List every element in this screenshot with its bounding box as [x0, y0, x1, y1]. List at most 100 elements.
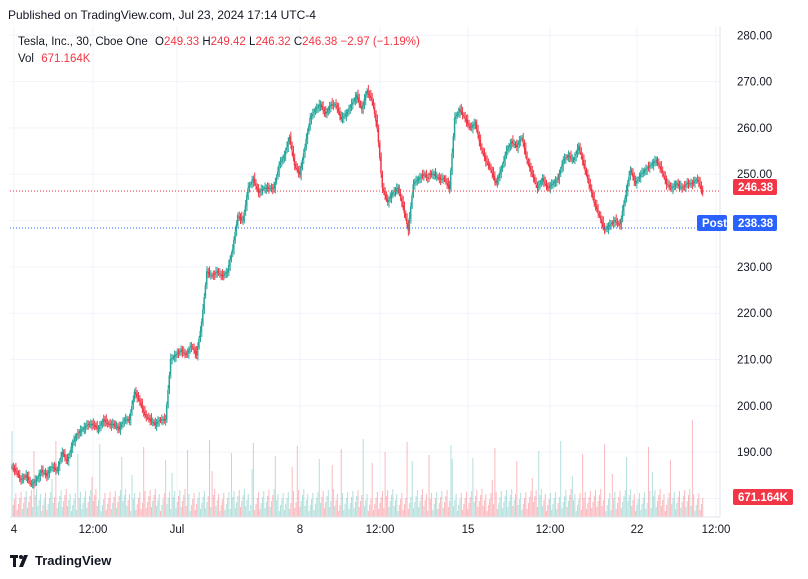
volume-bar — [620, 508, 622, 517]
volume-bar — [613, 498, 615, 517]
candle-body — [430, 173, 432, 175]
candle-body — [224, 273, 226, 276]
candle-body — [174, 354, 177, 357]
volume-bar — [394, 500, 396, 517]
candle-body — [292, 151, 294, 158]
candle-body — [628, 176, 630, 184]
candle-body — [12, 467, 14, 469]
candle-body — [298, 171, 301, 175]
candle-body — [169, 359, 171, 376]
candle-body — [449, 170, 452, 189]
volume-bar — [530, 491, 532, 517]
volume-bar — [440, 497, 442, 517]
candle-body — [269, 187, 271, 189]
volume-bar — [143, 447, 145, 517]
candle-body — [615, 219, 617, 223]
candle-body — [560, 165, 563, 169]
volume-bar — [600, 489, 602, 517]
candle-body — [318, 105, 320, 109]
volume-bar — [354, 502, 356, 517]
legend-ohlc[interactable]: Tesla, Inc., 30, Cboe One O249.33 H249.4… — [18, 36, 420, 48]
candle-body — [354, 97, 356, 102]
volume-bar — [300, 501, 302, 517]
legend-volume[interactable]: Vol 671.164K — [18, 53, 90, 65]
price-axis[interactable]: 280.00270.00260.00250.00240.00230.00220.… — [737, 30, 772, 505]
candle-body — [255, 183, 257, 186]
candle-body — [571, 158, 573, 160]
volume-bar — [664, 511, 666, 517]
candle-body — [45, 473, 48, 476]
volume-bar — [292, 491, 294, 517]
volume-bar — [353, 508, 355, 517]
candle-body — [231, 249, 233, 254]
volume-bar — [281, 499, 283, 517]
volume-bar — [496, 509, 498, 517]
candle-body — [693, 180, 696, 184]
candle-body — [660, 166, 662, 171]
volume-bar — [85, 491, 87, 517]
volume-bar — [261, 497, 263, 517]
candle-body — [160, 419, 162, 421]
volume-bar — [247, 494, 249, 517]
candle-body — [32, 482, 35, 484]
volume-bar — [122, 501, 124, 517]
candle-body — [314, 108, 316, 113]
candle-body — [106, 422, 108, 424]
candle-body — [84, 426, 86, 429]
volume-bar — [77, 454, 79, 517]
candle-body — [315, 108, 317, 110]
candle-body — [453, 117, 456, 138]
candle-body — [96, 425, 98, 429]
candle-body — [509, 143, 511, 147]
candle-body — [518, 141, 520, 145]
candle-body — [416, 180, 418, 182]
published-caption: Published on TradingView.com, Jul 23, 20… — [8, 8, 316, 22]
volume-bar — [646, 503, 648, 517]
volume-bar — [175, 508, 177, 517]
volume-bar — [108, 498, 110, 517]
volume-bar — [680, 508, 682, 517]
candle-body — [141, 403, 143, 409]
volume-bar — [207, 496, 209, 517]
volume-bar — [485, 494, 487, 517]
candle-body — [143, 411, 146, 416]
candle-body — [630, 170, 632, 173]
candle-body — [617, 223, 619, 225]
volume-bar — [298, 490, 300, 517]
candle-body — [137, 397, 139, 399]
volume-bar — [391, 495, 393, 517]
volume-bar — [465, 492, 467, 517]
volume-bar — [691, 420, 693, 517]
volume-bar — [242, 495, 244, 517]
candle-body — [458, 108, 461, 113]
candle-body — [469, 125, 471, 128]
volume-bar — [526, 509, 528, 517]
volume-bar — [657, 501, 659, 517]
candle-body — [669, 185, 671, 188]
volume-bar — [531, 478, 533, 517]
volume-bar — [91, 477, 93, 517]
candle-body — [85, 425, 88, 427]
candle-body — [112, 424, 115, 426]
volume-bar — [410, 497, 412, 517]
candle-body — [159, 419, 161, 421]
time-tick-label: 12:00 — [366, 524, 395, 536]
time-tick-label: 12:00 — [79, 524, 108, 536]
volume-bar — [36, 489, 38, 517]
candle-body — [53, 467, 55, 469]
volume-bar — [378, 509, 380, 517]
candle-body — [21, 478, 23, 481]
time-axis[interactable]: 4 12:00 Jul 8 12:00 15 12:00 22 12:00 — [11, 524, 731, 536]
candle-body — [641, 173, 643, 175]
candle-body — [683, 185, 685, 187]
candle-body — [154, 422, 156, 425]
candle-body — [238, 216, 240, 218]
tradingview-logo[interactable]: TradingView — [10, 553, 111, 568]
volume-bar — [607, 499, 609, 517]
volume-bar — [596, 507, 598, 517]
candle-body — [34, 480, 36, 483]
volume-bar — [128, 494, 130, 517]
volume-bar — [237, 496, 239, 517]
candle-body — [590, 188, 592, 193]
